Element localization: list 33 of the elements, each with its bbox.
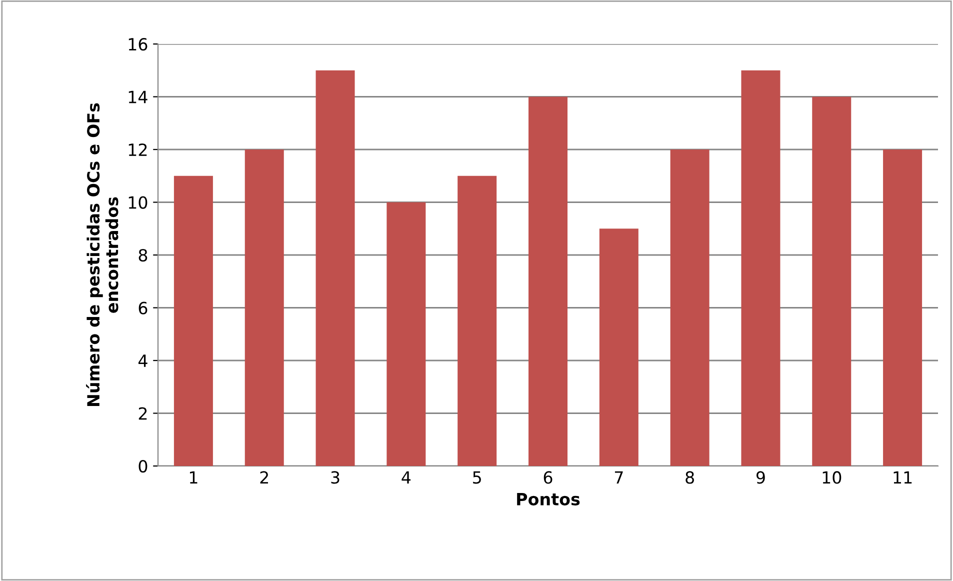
bar — [812, 96, 852, 466]
x-tick-label: 7 — [614, 471, 623, 484]
y-tick-label: 14 — [128, 90, 148, 104]
y-tick-label: 2 — [138, 407, 147, 420]
x-tick-label: 5 — [473, 471, 481, 484]
x-axis-title: Pontos — [517, 493, 580, 506]
y-tick-label: 0 — [138, 460, 148, 473]
x-tick-label: 2 — [260, 471, 268, 484]
bar — [741, 70, 780, 466]
x-tick-label: 6 — [544, 471, 552, 484]
y-tick-label: 12 — [128, 143, 147, 156]
y-tick-label: 16 — [128, 38, 148, 51]
x-tick-label: 10 — [822, 471, 842, 484]
x-tick-label: 1 — [190, 471, 198, 484]
bar — [883, 150, 922, 466]
bar — [670, 150, 710, 466]
bar — [316, 70, 355, 466]
bar — [386, 202, 426, 466]
y-tick-label: 6 — [138, 302, 148, 314]
y-tick-label: 4 — [138, 354, 148, 367]
bar — [458, 176, 497, 466]
bar — [174, 176, 213, 466]
y-axis-title: Número de pesticidas OCs e OFs encontrados — [86, 103, 118, 406]
x-tick-label: 11 — [894, 471, 912, 484]
x-tick-label: 8 — [686, 471, 694, 484]
x-tick-label: 9 — [756, 471, 765, 484]
y-tick-label: 10 — [128, 196, 148, 209]
bar — [599, 228, 638, 466]
y-tick-label: 8 — [138, 248, 148, 262]
bar — [244, 150, 284, 466]
x-tick-label: 3 — [331, 471, 340, 484]
bar — [528, 96, 568, 466]
x-tick-label: 4 — [402, 471, 411, 484]
